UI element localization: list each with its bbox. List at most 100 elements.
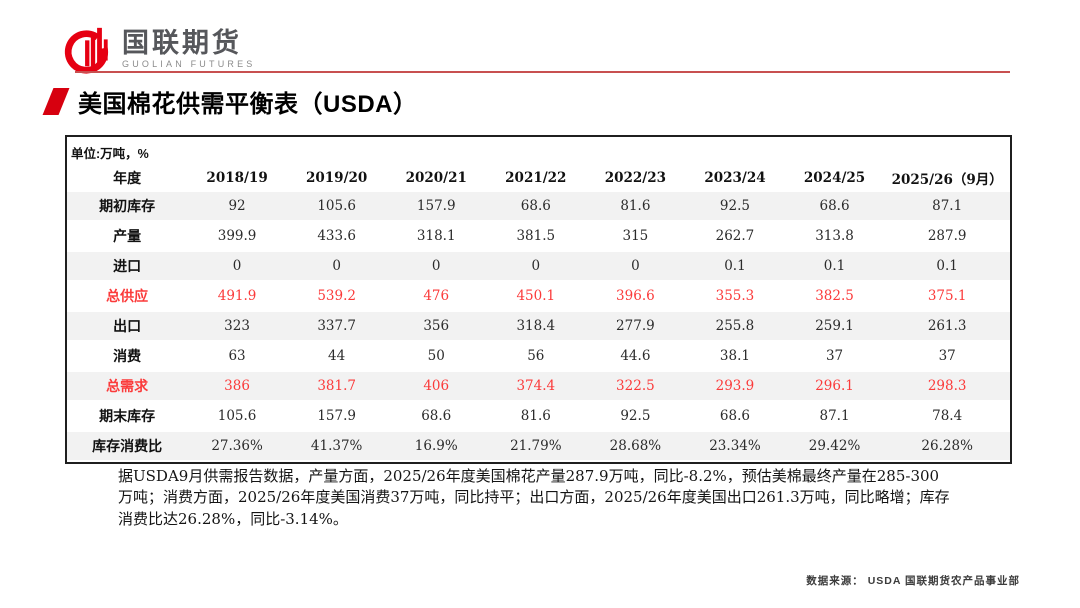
table-cell: 68.6 — [421, 408, 452, 424]
table-cell: 81.6 — [620, 198, 651, 214]
table-body: 期初库存 92 105.6 157.9 68.6 81.6 92.5 68.6 87.1 产量 39… — [67, 192, 1010, 461]
table-cell: 78.4 — [932, 408, 963, 424]
table-row: 消费 63 44 50 56 44.6 38.1 37 37 — [67, 341, 1010, 371]
table-cell: 92.5 — [719, 198, 750, 214]
row-label: 库存消费比 — [92, 438, 163, 454]
table-cell: 28.68% — [609, 438, 662, 454]
balance-table-box: 单位:万吨，% 年度 2018/19 2019/20 2020/21 2021/22 20… — [65, 135, 1012, 464]
table-cell: 261.3 — [927, 318, 967, 334]
title-row: 美国棉花供需平衡表（USDA） — [42, 84, 418, 119]
table-cell: 337.7 — [317, 318, 356, 334]
table-cell: 277.9 — [616, 318, 655, 334]
balance-table: 年度 2018/19 2019/20 2020/21 2021/22 2022/23 202… — [67, 164, 1010, 462]
table-cell: 0 — [631, 258, 640, 274]
table-cell: 476 — [423, 288, 450, 304]
table-row: 产量 399.9 433.6 318.1 381.5 315 262.7 313.8 287.9 — [67, 221, 1010, 251]
table-row: 总供应 491.9 539.2 476 450.1 396.6 355.3 382.5 375.… — [67, 281, 1010, 311]
table-cell: 375.1 — [927, 288, 967, 304]
table-cell: 296.1 — [815, 378, 854, 394]
table-cell: 399.9 — [217, 228, 257, 244]
summary-paragraph: 据USDA9月供需报告数据，产量方面，2025/26年度美国棉花产量287.9万… — [118, 467, 950, 528]
table-cell: 293.9 — [715, 378, 755, 394]
table-cell: 255.8 — [715, 318, 755, 334]
table-row: 进口 0 0 0 0 0 0.1 0.1 0.1 — [67, 251, 1010, 281]
row-label: 期初库存 — [99, 198, 156, 214]
table-head: 年度 2018/19 2019/20 2020/21 2021/22 2022/23 202… — [67, 164, 1010, 192]
row-label: 出口 — [113, 318, 142, 334]
table-cell: 287.9 — [927, 228, 967, 244]
table-cell: 315 — [622, 228, 649, 244]
table-header-year: 2021/22 — [505, 170, 567, 186]
table-cell: 0.1 — [823, 258, 846, 274]
table-cell: 21.79% — [510, 438, 562, 454]
table-cell: 27.36% — [211, 438, 263, 454]
table-cell: 105.6 — [317, 198, 356, 214]
table-cell: 105.6 — [217, 408, 257, 424]
table-cell: 56 — [527, 348, 545, 364]
table-header-metric: 年度 — [113, 170, 142, 186]
table-cell: 157.9 — [317, 408, 356, 424]
table-cell: 355.3 — [715, 288, 755, 304]
table-row: 期末库存 105.6 157.9 68.6 81.6 92.5 68.6 87.1 78.4 — [67, 401, 1010, 431]
table-row: 出口 323 337.7 356 318.4 277.9 255.8 259.1 261.3 — [67, 311, 1010, 341]
logo-text: 国联期货 — [122, 27, 242, 58]
table-cell: 0 — [531, 258, 541, 274]
table-row: 库存消费比 27.36% 41.37% 16.9% 21.79% 28.68% 23.34%… — [67, 431, 1010, 461]
table-cell: 0.1 — [724, 258, 746, 274]
table-cell: 356 — [423, 318, 450, 334]
table-cell: 68.6 — [819, 198, 850, 214]
table-cell: 259.1 — [815, 318, 854, 334]
table-cell: 29.42% — [808, 438, 861, 454]
table-header-year: 2022/23 — [604, 170, 667, 186]
table-cell: 50 — [427, 348, 445, 364]
table-header-year: 2023/24 — [704, 170, 766, 186]
table-cell: 38.1 — [719, 348, 750, 364]
table-header-year: 2024/25 — [803, 170, 866, 186]
page-title: 美国棉花供需平衡表（USDA） — [78, 91, 418, 118]
table-cell: 322.5 — [616, 378, 655, 394]
table-cell: 37 — [825, 348, 844, 364]
table-cell: 157.9 — [416, 198, 456, 214]
row-label: 总供应 — [106, 288, 149, 304]
title-slash-icon — [42, 88, 70, 115]
table-cell: 81.6 — [520, 408, 551, 424]
source-note: 数据来源： USDA 国联期货农产品事业部 — [806, 575, 1020, 587]
table-cell: 433.6 — [317, 228, 356, 244]
row-label: 进口 — [113, 258, 142, 274]
guolian-logo-icon — [64, 27, 109, 74]
table-cell: 0 — [232, 258, 242, 274]
table-cell: 396.6 — [616, 288, 655, 304]
table-cell: 323 — [224, 318, 250, 334]
table-header-year: 2018/19 — [206, 170, 268, 186]
table-cell: 44.6 — [620, 348, 651, 364]
table-header-year: 2019/20 — [306, 170, 368, 186]
table-cell: 63 — [228, 348, 246, 364]
row-label: 产量 — [113, 228, 142, 244]
table-cell: 92.5 — [620, 408, 651, 424]
row-label: 总需求 — [106, 378, 149, 394]
company-logo: 国联期货 GUOLIAN FUTURES — [62, 24, 256, 74]
table-cell: 382.5 — [815, 288, 854, 304]
table-cell: 23.34% — [709, 438, 761, 454]
table-cell: 381.7 — [317, 378, 356, 394]
table-header-row: 年度 2018/19 2019/20 2020/21 2021/22 2022/23 202… — [67, 164, 1010, 192]
table-cell: 37 — [938, 348, 956, 364]
table-cell: 318.1 — [416, 228, 456, 244]
table-cell: 262.7 — [715, 228, 755, 244]
table-header-year: 2025/26（9月） — [891, 172, 1003, 188]
table-cell: 68.6 — [520, 198, 551, 214]
table-header-year: 2020/21 — [405, 170, 467, 186]
table-cell: 44 — [328, 348, 346, 364]
table-cell: 92 — [228, 198, 246, 214]
table-cell: 313.8 — [815, 228, 854, 244]
table-cell: 318.4 — [516, 318, 556, 334]
table-cell: 381.5 — [516, 228, 556, 244]
table-cell: 386 — [224, 378, 250, 394]
table-cell: 406 — [423, 378, 450, 394]
table-row: 期初库存 92 105.6 157.9 68.6 81.6 92.5 68.6 87.1 — [67, 192, 1010, 221]
row-label: 消费 — [113, 348, 142, 364]
table-cell: 0.1 — [936, 258, 958, 274]
table-row: 总需求 386 381.7 406 374.4 322.5 293.9 296.1 298.3 — [67, 371, 1010, 401]
table-cell: 298.3 — [927, 378, 967, 394]
table-cell: 450.1 — [516, 288, 556, 304]
